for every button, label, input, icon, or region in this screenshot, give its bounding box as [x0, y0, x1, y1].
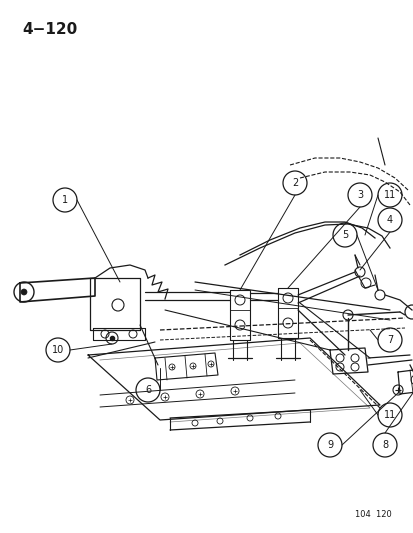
Text: 3: 3: [356, 190, 362, 200]
Circle shape: [21, 289, 27, 295]
Text: 10: 10: [52, 345, 64, 355]
Text: 11: 11: [383, 410, 395, 420]
Text: 1: 1: [62, 195, 68, 205]
Text: 104  120: 104 120: [354, 510, 391, 519]
Text: 8: 8: [381, 440, 387, 450]
Text: 6: 6: [145, 385, 151, 395]
Text: 11: 11: [383, 190, 395, 200]
Text: 7: 7: [386, 335, 392, 345]
Text: 2: 2: [291, 178, 297, 188]
Text: 9: 9: [326, 440, 332, 450]
Text: 4: 4: [386, 215, 392, 225]
Text: 4−120: 4−120: [22, 22, 77, 37]
Text: 5: 5: [341, 230, 347, 240]
